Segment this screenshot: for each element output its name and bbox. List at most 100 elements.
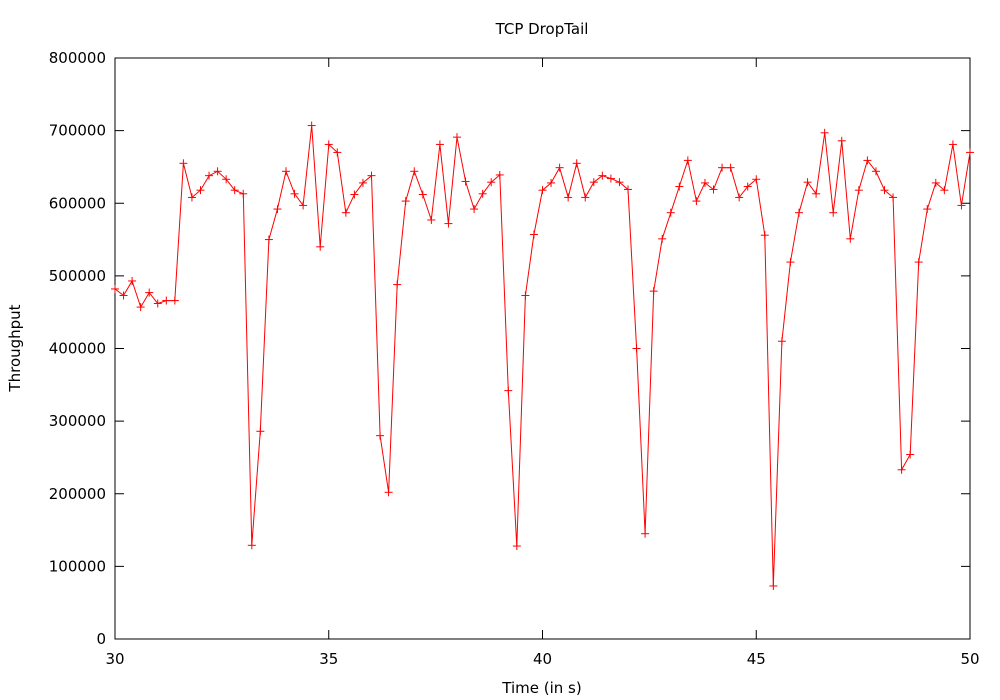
data-point — [606, 174, 615, 183]
data-point — [803, 178, 812, 187]
data-point — [795, 208, 803, 217]
data-point — [128, 276, 137, 285]
x-axis: 30 35 40 45 50 — [105, 58, 980, 668]
y-tick-label: 200000 — [49, 485, 106, 503]
data-point — [880, 186, 889, 195]
data-point — [615, 178, 624, 187]
data-point — [871, 167, 880, 176]
data-point — [316, 242, 325, 251]
data-point — [461, 177, 470, 186]
data-point — [136, 303, 145, 312]
data-point — [222, 175, 231, 184]
data-point — [624, 185, 632, 194]
data-point — [641, 529, 650, 538]
plot-frame — [114, 57, 971, 640]
data-point — [393, 280, 402, 289]
data-point — [812, 189, 821, 198]
data-point — [649, 287, 658, 296]
data-point — [162, 296, 171, 305]
data-point — [410, 167, 419, 176]
data-point — [777, 337, 786, 346]
data-point — [376, 431, 385, 440]
data-point — [444, 219, 453, 228]
data-point — [589, 178, 598, 187]
data-point — [453, 133, 461, 142]
data-point — [264, 235, 273, 244]
data-point — [854, 186, 863, 195]
data-point — [350, 190, 359, 199]
data-point — [401, 197, 410, 206]
data-point — [829, 208, 838, 217]
data-point — [752, 175, 761, 184]
data-point — [666, 208, 675, 217]
data-point — [632, 344, 641, 353]
data-point — [427, 215, 436, 224]
data-point — [170, 296, 179, 305]
data-point — [418, 190, 427, 199]
x-tick-label: 45 — [747, 650, 766, 668]
data-point — [333, 148, 342, 157]
data-point — [598, 171, 607, 180]
y-tick-label: 400000 — [49, 340, 106, 358]
data-point — [735, 193, 744, 202]
x-tick-label: 50 — [960, 650, 979, 668]
data-point — [889, 193, 898, 202]
data-point — [299, 201, 308, 210]
data-point — [470, 205, 479, 214]
data-point — [307, 121, 316, 130]
data-point — [923, 205, 932, 214]
data-point — [230, 186, 239, 195]
y-tick-label: 0 — [96, 630, 106, 648]
y-tick-label: 700000 — [49, 122, 106, 140]
data-point — [290, 189, 299, 198]
data-point — [675, 182, 684, 191]
data-point — [145, 288, 154, 297]
data-point — [700, 178, 709, 187]
data-point — [897, 465, 906, 474]
data-point — [196, 186, 205, 195]
data-point — [786, 258, 795, 267]
data-point — [538, 186, 547, 195]
data-point — [187, 193, 196, 202]
data-point — [367, 171, 376, 180]
data-point — [555, 163, 564, 172]
data-point — [239, 189, 248, 198]
x-axis-label: Time (in s) — [501, 679, 581, 697]
y-axis-label: Throughput — [6, 304, 24, 392]
data-point — [547, 178, 556, 187]
y-tick-label: 300000 — [49, 412, 106, 430]
data-point — [692, 197, 701, 206]
data-point — [931, 178, 940, 187]
data-point — [863, 156, 872, 165]
data-point — [521, 291, 530, 300]
data-point — [282, 167, 290, 176]
data-point — [247, 541, 256, 550]
data-point — [179, 159, 188, 168]
data-point — [153, 299, 162, 308]
series-layer — [111, 121, 974, 590]
data-point — [572, 159, 581, 168]
data-point — [837, 136, 846, 145]
data-point — [581, 193, 590, 202]
data-point — [683, 156, 692, 165]
data-point — [769, 581, 778, 590]
data-point — [504, 386, 513, 395]
y-tick-label: 600000 — [49, 194, 106, 212]
data-point — [205, 171, 214, 180]
chart-title: TCP DropTail — [495, 20, 589, 38]
data-point — [324, 140, 333, 149]
data-point — [273, 205, 282, 214]
data-point — [495, 170, 504, 179]
y-tick-label: 800000 — [49, 49, 106, 67]
x-tick-label: 35 — [319, 650, 338, 668]
data-point — [213, 167, 222, 176]
data-point — [256, 427, 265, 436]
data-point — [384, 488, 393, 497]
y-tick-label: 500000 — [49, 267, 106, 285]
data-point — [111, 284, 119, 293]
data-point — [820, 128, 829, 137]
data-point — [119, 291, 128, 300]
data-point — [487, 178, 496, 187]
data-point — [906, 450, 915, 459]
